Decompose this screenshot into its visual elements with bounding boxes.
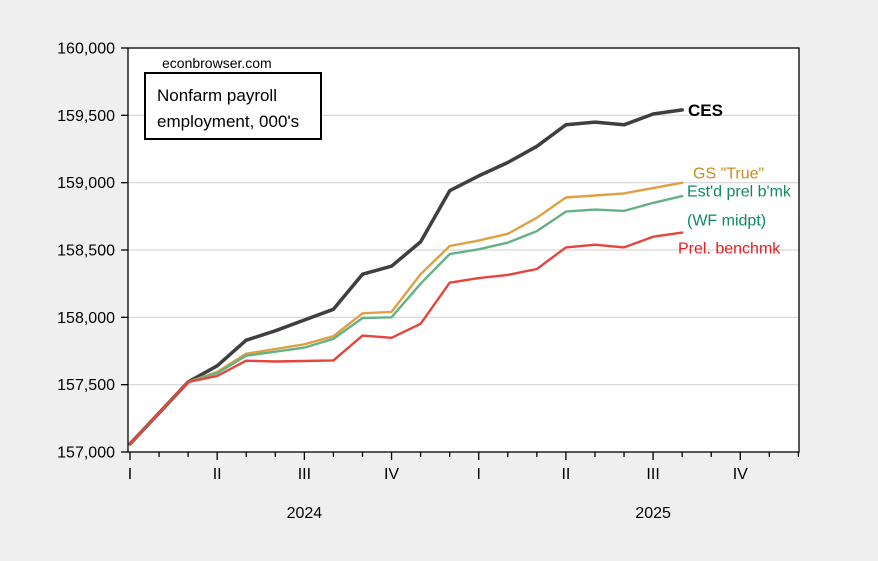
annotation-layer: CES GS "True"Est'd prel b'mk (WF midpt) Pre… xyxy=(678,101,792,258)
y-tick-label: 158,000 xyxy=(57,310,115,327)
quarter-label: III xyxy=(646,466,659,483)
y-tick-label: 159,500 xyxy=(57,108,115,125)
quarter-label: IV xyxy=(733,466,748,483)
series-line-gs-true xyxy=(128,181,684,446)
series-line-prel-benchmk xyxy=(128,231,684,446)
plot-layer: 157,000 157,500 158,000 158,500 159,000 159,5… xyxy=(57,41,800,522)
series-label-gs-true: GS "True" xyxy=(693,166,764,183)
series-label-wf-midpt: (WF midpt) xyxy=(687,213,766,230)
y-tick-label: 158,500 xyxy=(57,243,115,260)
year-label: 2025 xyxy=(635,505,671,522)
quarter-label: II xyxy=(213,466,222,483)
quarter-label: IV xyxy=(384,466,399,483)
y-tick-label: 157,500 xyxy=(57,377,115,394)
year-label: 2024 xyxy=(287,505,323,522)
series-label-est-d-prel-b-mk: Est'd prel b'mk xyxy=(687,184,792,201)
series-line-est-d-prel-b-mk-wf-midpt xyxy=(128,194,684,446)
y-tick-label: 157,000 xyxy=(57,445,115,462)
series-line-ces xyxy=(128,108,684,446)
series-label-ces: CES xyxy=(688,101,723,120)
title-box-frame xyxy=(144,72,322,140)
watermark: econbrowser.com xyxy=(162,55,272,71)
y-tick-label: 160,000 xyxy=(57,41,115,58)
quarter-label: III xyxy=(298,466,311,483)
series-label-prel-benchmk: Prel. benchmk xyxy=(678,241,781,258)
title-box: Nonfarm payroll employment, 000's xyxy=(144,72,322,140)
y-tick-label: 159,000 xyxy=(57,175,115,192)
title-line-2: employment, 000's xyxy=(157,112,299,131)
quarter-label: I xyxy=(128,466,132,483)
title-line-1: Nonfarm payroll xyxy=(157,86,277,105)
quarter-label: II xyxy=(561,466,570,483)
quarter-label: I xyxy=(477,466,481,483)
